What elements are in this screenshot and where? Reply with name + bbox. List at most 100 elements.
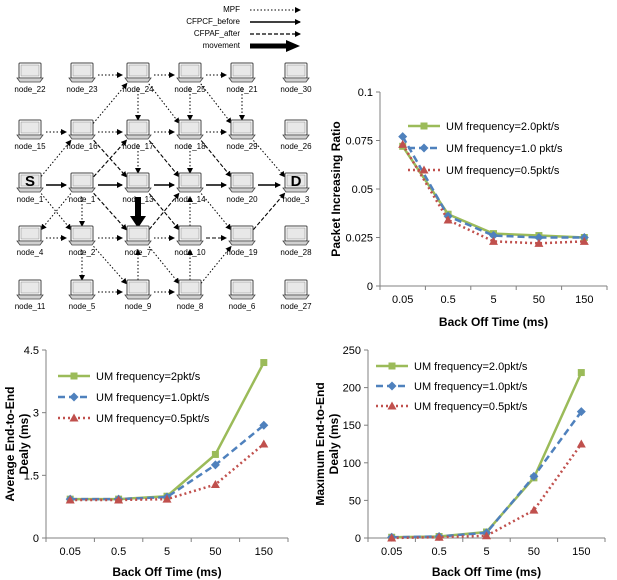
- node-label: node_15: [14, 142, 46, 151]
- edge-dotted: [40, 139, 72, 177]
- series-line: [70, 361, 265, 501]
- laptop-icon: [176, 62, 204, 83]
- series-line: [391, 410, 583, 539]
- laptop-icon: [176, 225, 204, 246]
- node-label: node_28: [280, 248, 312, 257]
- edge-dotted: [200, 245, 232, 284]
- laptop-icon: [228, 119, 256, 140]
- node-label: node_17: [122, 142, 154, 151]
- x-tick-label: 0.5: [111, 546, 126, 558]
- legend-label: movement: [203, 41, 241, 50]
- node-label: node_27: [280, 302, 312, 311]
- laptop-icon: [124, 119, 152, 140]
- data-point-diamond: [398, 132, 408, 142]
- node-label: node_22: [14, 85, 46, 94]
- y-tick-label: 0.05: [352, 184, 373, 196]
- data-point-triangle: [398, 139, 408, 148]
- data-point-square: [70, 372, 78, 380]
- node-label: node_6: [229, 302, 256, 311]
- y-tick-label: 50: [349, 495, 361, 507]
- x-tick-label: 0.5: [440, 294, 455, 306]
- legend-label: MPF: [223, 5, 240, 14]
- y-tick-label: 150: [343, 420, 361, 432]
- edge-dashed: [148, 140, 180, 178]
- legend-label: CFPCF_before: [186, 17, 240, 26]
- data-point-triangle: [387, 533, 397, 542]
- data-point-diamond: [534, 233, 544, 242]
- edge-dotted: [148, 83, 180, 124]
- laptop-icon: [228, 279, 256, 300]
- data-point-triangle: [529, 505, 539, 514]
- x-tick-label: 5: [483, 546, 489, 558]
- y-tick-label: 0.025: [345, 233, 373, 245]
- x-tick-label: 50: [209, 546, 221, 558]
- data-point-diamond: [69, 392, 79, 402]
- packet-increasing-ratio-chart: 0 0.025 0.05 0.075 0.1 0.05 0.5 5 50 150 Back Off …: [329, 87, 608, 329]
- edge-dotted: [200, 83, 232, 124]
- edge-dotted: [253, 140, 286, 178]
- node-label: node_13: [122, 195, 154, 204]
- node-label: node_24: [122, 85, 154, 94]
- y-tick-label: 1.5: [24, 470, 39, 482]
- series-line: [391, 372, 583, 539]
- data-point-diamond: [576, 407, 586, 417]
- node-label: node_9: [125, 302, 152, 311]
- series-line: [401, 136, 585, 239]
- node-label: node_18: [174, 142, 206, 151]
- legend-label: UM frequency=0.5pkt/s: [446, 165, 560, 177]
- y-axis-title: Packet Increasing Ratio: [329, 121, 343, 256]
- edge-dotted: [200, 193, 232, 231]
- y-tick-label: 200: [343, 383, 361, 395]
- data-point-diamond: [210, 460, 220, 470]
- data-point-triangle: [489, 236, 498, 245]
- laptop-icon: [16, 225, 44, 246]
- node-label: node_4: [17, 248, 44, 257]
- laptop-icon: [68, 119, 96, 140]
- network-topology-diagram: MPF CFPCF_before CFPAF_after movement node_2…: [14, 5, 312, 311]
- y-axis-title: Maximum End-to-EndDealy (ms): [316, 382, 341, 505]
- series-line: [70, 424, 265, 501]
- laptop-icon: [176, 172, 204, 193]
- laptop-icon: [124, 62, 152, 83]
- y-tick-label: 0.1: [358, 87, 373, 99]
- y-tick-label: 4.5: [24, 345, 39, 357]
- laptop-icon: [16, 62, 44, 83]
- legend-label: UM frequency=2.0pkt/s: [446, 121, 560, 133]
- x-tick-label: 50: [533, 294, 545, 306]
- data-point-triangle: [534, 238, 544, 247]
- data-point-diamond: [489, 231, 498, 241]
- node-label: node_3: [283, 195, 310, 204]
- y-tick-label: 3: [33, 408, 39, 420]
- y-tick-label: 0: [367, 281, 373, 293]
- laptop-icon: [176, 279, 204, 300]
- node-label: node_1: [17, 195, 44, 204]
- edge-dashed: [148, 193, 180, 231]
- node-label: node_25: [174, 85, 206, 94]
- x-axis-title: Back Off Time (ms): [439, 315, 548, 329]
- y-tick-label: 100: [343, 458, 361, 470]
- laptop-icon: [16, 279, 44, 300]
- legend-label: UM frequency=0.5pkt/s: [96, 413, 210, 425]
- data-point-square: [260, 359, 268, 367]
- data-point-diamond: [387, 381, 397, 391]
- node-label: node_16: [66, 142, 98, 151]
- edge-dashed: [93, 192, 128, 231]
- laptop-icon: [282, 119, 310, 140]
- data-point-triangle: [443, 215, 453, 224]
- data-point-triangle: [387, 401, 397, 410]
- average-delay-chart: 0 1.5 3 4.5 0.05 0.5 5 50 150 Back Off Time (ms) A…: [3, 345, 289, 579]
- node-label: node_20: [226, 195, 258, 204]
- destination-label: D: [291, 173, 302, 190]
- data-point-square: [420, 122, 428, 130]
- x-tick-label: 0.05: [59, 546, 80, 558]
- data-point-triangle: [579, 236, 589, 245]
- series-line: [391, 443, 583, 540]
- node-label: node_14: [174, 195, 206, 204]
- edge-dotted: [40, 193, 72, 231]
- data-point-triangle: [65, 495, 75, 504]
- y-tick-label: 0.075: [345, 136, 373, 148]
- edge-dashed: [253, 192, 286, 230]
- x-tick-label: 5: [490, 294, 496, 306]
- data-point-square: [577, 369, 585, 377]
- movement-arrowhead: [130, 216, 146, 228]
